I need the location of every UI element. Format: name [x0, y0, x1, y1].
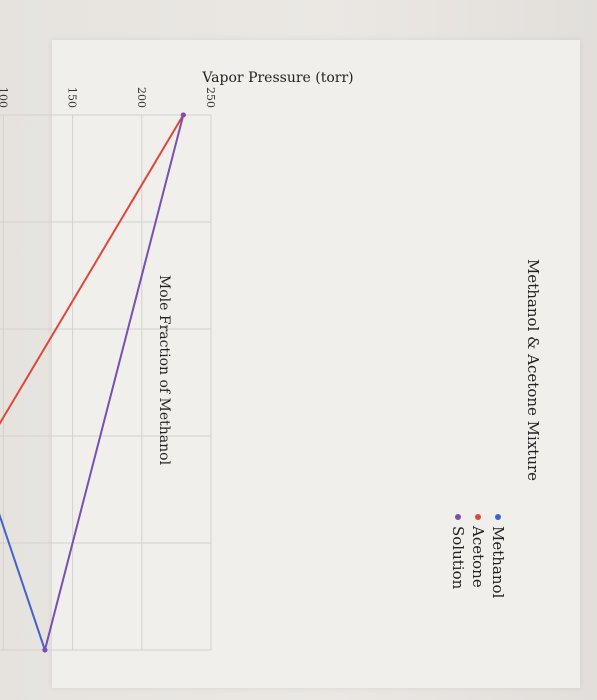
x-axis-title: Mole Fraction of Methanol: [156, 275, 172, 466]
legend-label-solution: Solution: [449, 526, 467, 590]
y-tick-label: 150: [66, 87, 79, 108]
chart-title: Methanol & Acetone Mixture: [524, 259, 542, 481]
legend-marker-acetone: [475, 514, 481, 520]
legend-marker-solution: [455, 514, 461, 520]
y-tick-label: 250: [204, 87, 217, 108]
y-tick-labels: 050100150200250: [0, 87, 217, 108]
y-axis-title: Vapor Pressure (torr): [201, 70, 353, 86]
data-point-solution: [180, 112, 186, 118]
legend-label-acetone: Acetone: [469, 525, 487, 588]
series-line-acetone: [0, 114, 185, 651]
series-line-solution: [43, 114, 185, 651]
paper-sheet: [52, 40, 580, 688]
gridlines: [0, 114, 212, 651]
y-tick-label: 200: [135, 87, 148, 108]
series-line-methanol: [0, 114, 46, 651]
data-point-solution: [42, 647, 48, 653]
legend-marker-methanol: [495, 514, 501, 520]
series-lines: [0, 112, 186, 653]
y-tick-label: 100: [0, 87, 9, 108]
legend-label-methanol: Methanol: [489, 526, 507, 599]
plot-area-border: [0, 114, 212, 651]
